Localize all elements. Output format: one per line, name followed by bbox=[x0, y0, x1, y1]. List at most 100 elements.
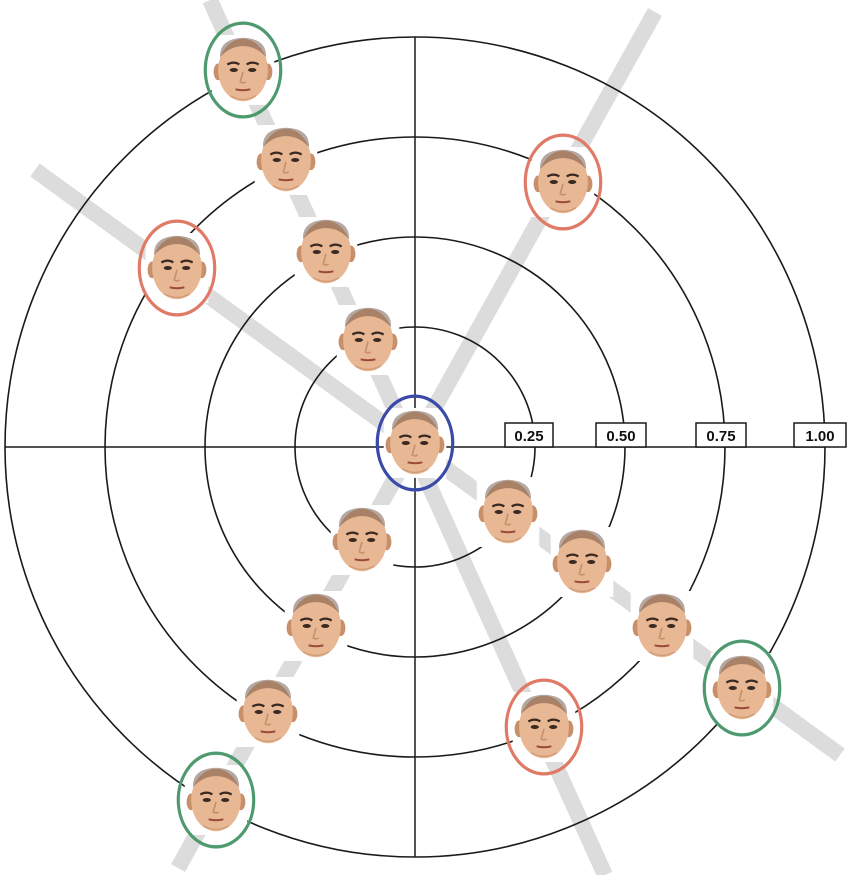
face-lower-left-2 bbox=[284, 591, 348, 661]
brow bbox=[299, 617, 313, 622]
hair bbox=[244, 679, 292, 700]
eye bbox=[202, 797, 211, 803]
ring-label-text: 0.25 bbox=[514, 428, 543, 445]
brow bbox=[511, 503, 525, 508]
chin bbox=[530, 752, 558, 758]
mouth bbox=[500, 530, 516, 534]
face-upper-right bbox=[523, 133, 603, 231]
face-lower-left-3 bbox=[236, 677, 300, 747]
nose bbox=[312, 627, 320, 640]
ring-label-1-00: 1.00 bbox=[793, 422, 847, 448]
mouth bbox=[555, 200, 571, 204]
head bbox=[291, 594, 341, 658]
chin bbox=[648, 651, 676, 657]
face-lower-right-4 bbox=[702, 639, 782, 737]
hair bbox=[338, 507, 386, 528]
hair bbox=[262, 127, 310, 148]
brow bbox=[527, 718, 541, 723]
brow bbox=[226, 61, 240, 66]
brow bbox=[565, 553, 579, 558]
eye bbox=[513, 509, 522, 515]
nose bbox=[559, 183, 567, 196]
eye bbox=[373, 337, 382, 343]
mouth bbox=[278, 178, 294, 182]
head bbox=[301, 220, 351, 284]
mouth bbox=[574, 580, 590, 584]
nose bbox=[239, 71, 247, 84]
hair bbox=[558, 529, 606, 550]
brow bbox=[491, 503, 505, 508]
mouth bbox=[260, 730, 276, 734]
face-images bbox=[137, 21, 782, 849]
brow bbox=[546, 173, 560, 178]
hair bbox=[539, 149, 587, 170]
brow bbox=[665, 617, 679, 622]
eye bbox=[549, 724, 558, 730]
chin bbox=[728, 713, 756, 719]
brow bbox=[365, 531, 379, 536]
eye bbox=[568, 559, 577, 565]
eye bbox=[747, 685, 756, 691]
face-lower-right-1 bbox=[476, 477, 540, 547]
nose bbox=[411, 444, 419, 457]
head bbox=[152, 236, 202, 300]
alternate-outline-ring bbox=[504, 678, 584, 776]
mouth bbox=[318, 270, 334, 274]
nose bbox=[358, 541, 366, 554]
eye bbox=[302, 623, 311, 629]
head bbox=[483, 480, 533, 544]
eye bbox=[549, 179, 558, 185]
head bbox=[390, 411, 440, 475]
brow bbox=[351, 331, 365, 336]
nose bbox=[282, 161, 290, 174]
brow bbox=[251, 703, 265, 708]
hair bbox=[718, 655, 766, 676]
chin bbox=[568, 587, 596, 593]
brow bbox=[180, 259, 194, 264]
head bbox=[519, 695, 569, 759]
brow bbox=[269, 151, 283, 156]
eye bbox=[291, 157, 300, 163]
mouth bbox=[208, 818, 224, 822]
eye bbox=[728, 685, 737, 691]
face-lower-right-2 bbox=[550, 527, 614, 597]
brow bbox=[319, 617, 333, 622]
hair bbox=[344, 307, 392, 328]
hair bbox=[219, 37, 267, 58]
face-upper-left-2 bbox=[294, 217, 358, 287]
brow bbox=[371, 331, 385, 336]
brow bbox=[745, 679, 759, 684]
brow bbox=[160, 259, 174, 264]
mouth bbox=[360, 358, 376, 362]
hair bbox=[302, 219, 350, 240]
ring-label-0-25: 0.25 bbox=[504, 422, 554, 448]
chin bbox=[272, 185, 300, 191]
hair bbox=[520, 694, 568, 715]
eye bbox=[420, 440, 429, 446]
face-lower-left-4 bbox=[176, 751, 256, 849]
brow bbox=[309, 243, 323, 248]
center-face bbox=[375, 394, 455, 492]
brow bbox=[585, 553, 599, 558]
face-upper-left-3 bbox=[254, 125, 318, 195]
chin bbox=[348, 565, 376, 571]
chin bbox=[302, 651, 330, 657]
ring-label-text: 0.50 bbox=[606, 428, 635, 445]
head bbox=[261, 128, 311, 192]
ring-label-text: 1.00 bbox=[805, 428, 834, 445]
mouth bbox=[308, 644, 324, 648]
ring-label-text: 0.75 bbox=[706, 428, 735, 445]
head bbox=[218, 38, 268, 102]
hair bbox=[391, 410, 439, 431]
extreme-outline-ring bbox=[176, 751, 256, 849]
eye bbox=[254, 709, 263, 715]
eye bbox=[182, 265, 191, 271]
eye bbox=[587, 559, 596, 565]
nose bbox=[264, 713, 272, 726]
ring-labels: 0.25 0.50 0.75 1.00 bbox=[504, 422, 847, 448]
face-upper-left-4 bbox=[203, 21, 283, 119]
head bbox=[538, 150, 588, 214]
face-lower-right-3 bbox=[630, 591, 694, 661]
